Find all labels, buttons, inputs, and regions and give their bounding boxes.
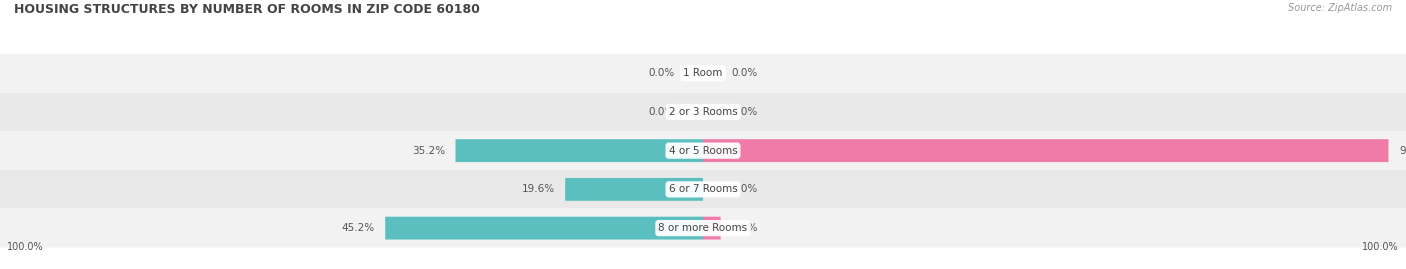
Text: 0.0%: 0.0% bbox=[731, 184, 758, 194]
Text: 1 Room: 1 Room bbox=[683, 68, 723, 78]
Text: 2 or 3 Rooms: 2 or 3 Rooms bbox=[669, 107, 737, 117]
Text: 6 or 7 Rooms: 6 or 7 Rooms bbox=[669, 184, 737, 194]
FancyBboxPatch shape bbox=[0, 54, 1406, 93]
FancyBboxPatch shape bbox=[0, 131, 1406, 170]
Text: 35.2%: 35.2% bbox=[412, 146, 444, 156]
FancyBboxPatch shape bbox=[0, 170, 1406, 209]
Text: 0.0%: 0.0% bbox=[648, 68, 675, 78]
FancyBboxPatch shape bbox=[565, 178, 703, 201]
Text: 100.0%: 100.0% bbox=[1362, 242, 1399, 252]
Text: Source: ZipAtlas.com: Source: ZipAtlas.com bbox=[1288, 3, 1392, 13]
FancyBboxPatch shape bbox=[456, 139, 703, 162]
FancyBboxPatch shape bbox=[0, 209, 1406, 247]
Text: 0.0%: 0.0% bbox=[731, 107, 758, 117]
FancyBboxPatch shape bbox=[703, 217, 721, 239]
Text: 2.5%: 2.5% bbox=[731, 223, 758, 233]
Text: 4 or 5 Rooms: 4 or 5 Rooms bbox=[669, 146, 737, 156]
Text: 8 or more Rooms: 8 or more Rooms bbox=[658, 223, 748, 233]
Text: 97.5%: 97.5% bbox=[1399, 146, 1406, 156]
Text: 45.2%: 45.2% bbox=[342, 223, 374, 233]
Text: HOUSING STRUCTURES BY NUMBER OF ROOMS IN ZIP CODE 60180: HOUSING STRUCTURES BY NUMBER OF ROOMS IN… bbox=[14, 3, 479, 16]
FancyBboxPatch shape bbox=[703, 139, 1389, 162]
Text: 100.0%: 100.0% bbox=[7, 242, 44, 252]
FancyBboxPatch shape bbox=[0, 93, 1406, 131]
Text: 0.0%: 0.0% bbox=[731, 68, 758, 78]
FancyBboxPatch shape bbox=[385, 217, 703, 239]
Text: 19.6%: 19.6% bbox=[522, 184, 554, 194]
Text: 0.0%: 0.0% bbox=[648, 107, 675, 117]
